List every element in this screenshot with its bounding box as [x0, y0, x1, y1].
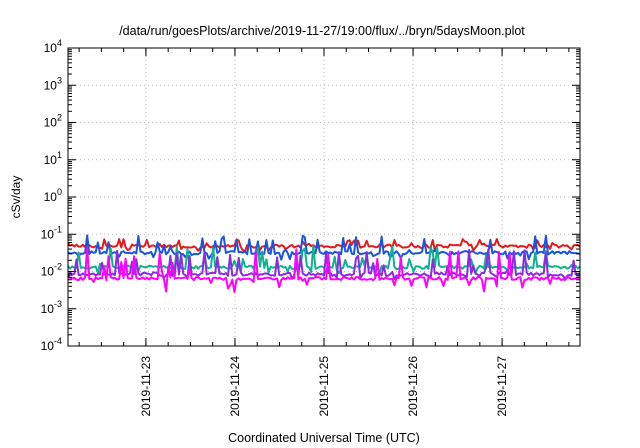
y-tick-label: 10-1 — [41, 224, 62, 241]
x-axis: 2019-11-23 2019-11-24 2019-11-25 2019-11-26… — [78, 48, 570, 417]
x-tick-label: 2019-11-26 — [406, 356, 420, 417]
y-axis-label: cSv/day — [9, 176, 23, 219]
x-tick-label: 2019-11-27 — [495, 356, 509, 417]
grid — [68, 48, 580, 346]
x-axis-label: Coordinated Universal Time (UTC) — [228, 431, 420, 445]
y-tick-label: 10-3 — [41, 299, 62, 316]
y-tick-label: 100 — [44, 187, 62, 204]
y-tick-label: 10-4 — [41, 336, 62, 353]
y-tick-label: 103 — [44, 75, 62, 92]
plot-area — [67, 234, 581, 294]
y-tick-label: 101 — [44, 150, 62, 167]
y-tick-label: 102 — [44, 113, 62, 130]
y-tick-label: 10-2 — [41, 262, 62, 279]
y-axis: 104 103 102 101 100 10-1 10-2 10-3 10-4 — [41, 38, 580, 353]
x-tick-label: 2019-11-24 — [228, 356, 242, 417]
x-tick-label: 2019-11-23 — [139, 356, 153, 417]
y-tick-label: 104 — [44, 38, 62, 55]
series-line — [67, 234, 581, 261]
series-line — [67, 248, 581, 281]
x-tick-label: 2019-11-25 — [317, 356, 331, 417]
chart-title: /data/run/goesPlots/archive/2019-11-27/1… — [119, 24, 525, 38]
series-line — [67, 246, 581, 294]
series-line — [67, 238, 581, 252]
